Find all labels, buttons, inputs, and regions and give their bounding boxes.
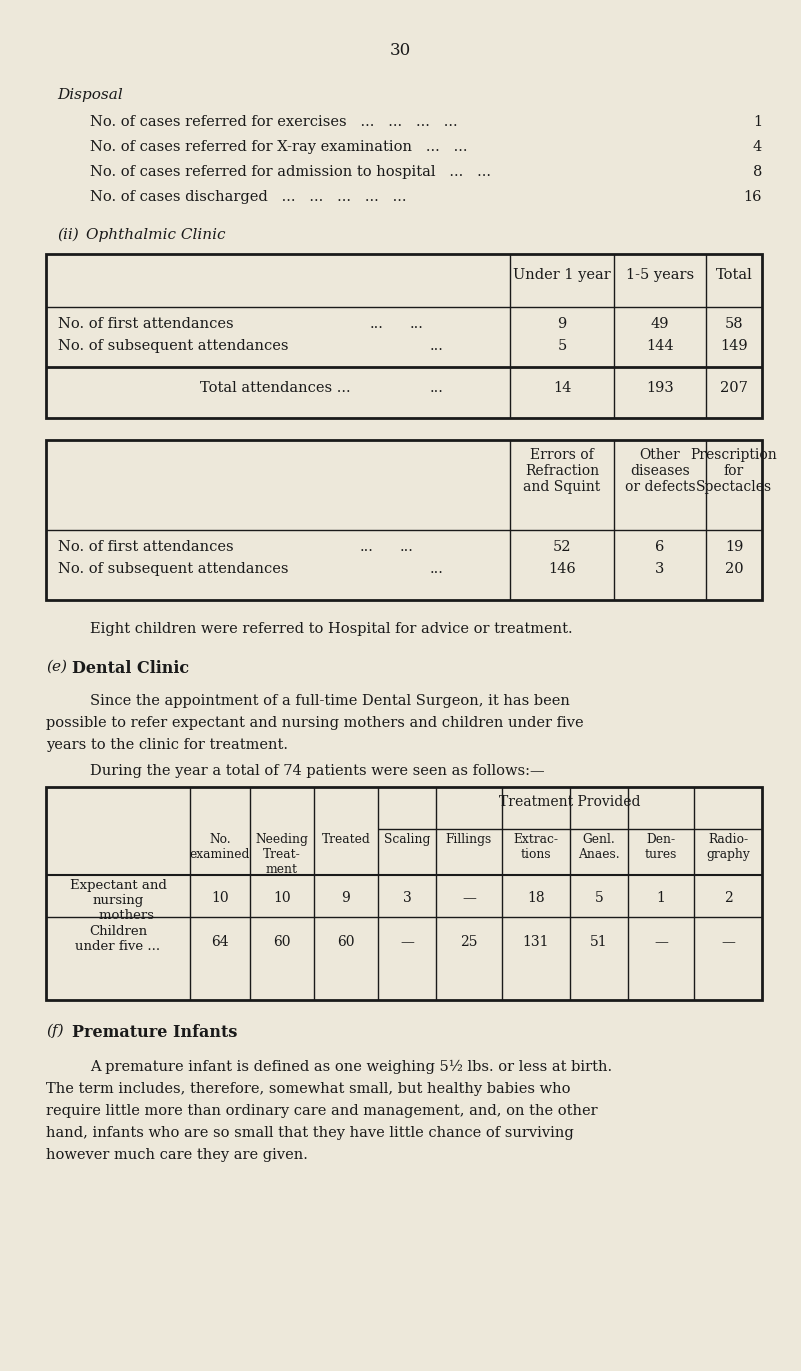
Text: 58: 58 xyxy=(725,317,743,330)
Text: 5: 5 xyxy=(557,339,566,352)
Text: ...: ... xyxy=(370,317,384,330)
Text: hand, infants who are so small that they have little chance of surviving: hand, infants who are so small that they… xyxy=(46,1126,574,1141)
Text: 10: 10 xyxy=(211,891,229,905)
Bar xyxy=(46,440,762,600)
Text: 14: 14 xyxy=(553,381,571,395)
Text: Total attendances ...: Total attendances ... xyxy=(200,381,351,395)
Text: 10: 10 xyxy=(273,891,291,905)
Text: ...: ... xyxy=(430,381,444,395)
Text: ...: ... xyxy=(410,317,424,330)
Text: 60: 60 xyxy=(337,935,355,949)
Text: Scaling: Scaling xyxy=(384,834,430,846)
Text: ...: ... xyxy=(430,562,444,576)
Text: 30: 30 xyxy=(389,43,411,59)
Text: 1-5 years: 1-5 years xyxy=(626,267,694,282)
Text: 49: 49 xyxy=(650,317,670,330)
Text: 3: 3 xyxy=(403,891,412,905)
Text: Fillings: Fillings xyxy=(446,834,492,846)
Text: No. of first attendances: No. of first attendances xyxy=(58,317,234,330)
Text: The term includes, therefore, somewhat small, but healthy babies who: The term includes, therefore, somewhat s… xyxy=(46,1082,570,1095)
Text: No. of cases referred for admission to hospital   ...   ...: No. of cases referred for admission to h… xyxy=(90,165,491,180)
Text: —: — xyxy=(721,935,735,949)
Text: 64: 64 xyxy=(211,935,229,949)
Text: 51: 51 xyxy=(590,935,608,949)
Text: require little more than ordinary care and management, and, on the other: require little more than ordinary care a… xyxy=(46,1104,598,1117)
Text: No. of cases referred for X-ray examination   ...   ...: No. of cases referred for X-ray examinat… xyxy=(90,140,468,154)
Text: Errors of
Refraction
and Squint: Errors of Refraction and Squint xyxy=(523,448,601,495)
Bar xyxy=(46,787,762,999)
Text: 5: 5 xyxy=(594,891,603,905)
Text: Total: Total xyxy=(715,267,752,282)
Text: Den-
tures: Den- tures xyxy=(645,834,677,861)
Text: 60: 60 xyxy=(273,935,291,949)
Text: 2: 2 xyxy=(723,891,732,905)
Text: however much care they are given.: however much care they are given. xyxy=(46,1148,308,1163)
Text: Ophthalmic Clinic: Ophthalmic Clinic xyxy=(86,228,226,243)
Text: 9: 9 xyxy=(557,317,566,330)
Text: ...: ... xyxy=(430,339,444,352)
Text: Extrac-
tions: Extrac- tions xyxy=(513,834,558,861)
Text: Since the appointment of a full-time Dental Surgeon, it has been: Since the appointment of a full-time Den… xyxy=(90,694,570,707)
Text: ...: ... xyxy=(360,540,374,554)
Text: Needing
Treat-
ment: Needing Treat- ment xyxy=(256,834,308,876)
Text: 8: 8 xyxy=(753,165,762,180)
Text: years to the clinic for treatment.: years to the clinic for treatment. xyxy=(46,738,288,753)
Text: Other
diseases
or defects: Other diseases or defects xyxy=(625,448,695,495)
Text: Eight children were referred to Hospital for advice or treatment.: Eight children were referred to Hospital… xyxy=(90,622,573,636)
Text: During the year a total of 74 patients were seen as follows:—: During the year a total of 74 patients w… xyxy=(90,764,545,777)
Text: 3: 3 xyxy=(655,562,665,576)
Text: (f): (f) xyxy=(46,1024,63,1038)
Bar xyxy=(46,254,762,418)
Text: 16: 16 xyxy=(743,191,762,204)
Text: 207: 207 xyxy=(720,381,748,395)
Text: 52: 52 xyxy=(553,540,571,554)
Text: 1: 1 xyxy=(657,891,666,905)
Text: (e): (e) xyxy=(46,659,67,675)
Text: (ii): (ii) xyxy=(57,228,78,243)
Text: Expectant and
nursing
    mothers: Expectant and nursing mothers xyxy=(70,879,167,923)
Text: 25: 25 xyxy=(461,935,477,949)
Text: possible to refer expectant and nursing mothers and children under five: possible to refer expectant and nursing … xyxy=(46,716,584,729)
Text: No. of cases referred for exercises   ...   ...   ...   ...: No. of cases referred for exercises ... … xyxy=(90,115,457,129)
Text: Disposal: Disposal xyxy=(57,88,123,101)
Text: 4: 4 xyxy=(753,140,762,154)
Text: Treatment Provided: Treatment Provided xyxy=(499,795,641,809)
Text: —: — xyxy=(462,891,476,905)
Text: No. of cases discharged   ...   ...   ...   ...   ...: No. of cases discharged ... ... ... ... … xyxy=(90,191,406,204)
Text: No. of first attendances: No. of first attendances xyxy=(58,540,234,554)
Text: Radio-
graphy: Radio- graphy xyxy=(706,834,750,861)
Text: Genl.
Anaes.: Genl. Anaes. xyxy=(578,834,620,861)
Text: Premature Infants: Premature Infants xyxy=(72,1024,237,1041)
Text: 146: 146 xyxy=(548,562,576,576)
Text: 1: 1 xyxy=(753,115,762,129)
Text: Treated: Treated xyxy=(322,834,370,846)
Text: 20: 20 xyxy=(725,562,743,576)
Text: —: — xyxy=(654,935,668,949)
Text: 6: 6 xyxy=(655,540,665,554)
Text: Prescription
for
Spectacles: Prescription for Spectacles xyxy=(690,448,778,495)
Text: 19: 19 xyxy=(725,540,743,554)
Text: 131: 131 xyxy=(523,935,549,949)
Text: Children
under five ...: Children under five ... xyxy=(75,925,160,953)
Text: —: — xyxy=(400,935,414,949)
Text: 193: 193 xyxy=(646,381,674,395)
Text: No. of subsequent attendances: No. of subsequent attendances xyxy=(58,339,288,352)
Text: No.
examined: No. examined xyxy=(190,834,250,861)
Text: Under 1 year: Under 1 year xyxy=(513,267,611,282)
Text: 9: 9 xyxy=(341,891,350,905)
Text: 149: 149 xyxy=(720,339,748,352)
Text: 144: 144 xyxy=(646,339,674,352)
Text: No. of subsequent attendances: No. of subsequent attendances xyxy=(58,562,288,576)
Text: ...: ... xyxy=(400,540,414,554)
Text: Dental Clinic: Dental Clinic xyxy=(72,659,189,677)
Text: A premature infant is defined as one weighing 5½ lbs. or less at birth.: A premature infant is defined as one wei… xyxy=(90,1060,612,1075)
Text: 18: 18 xyxy=(527,891,545,905)
